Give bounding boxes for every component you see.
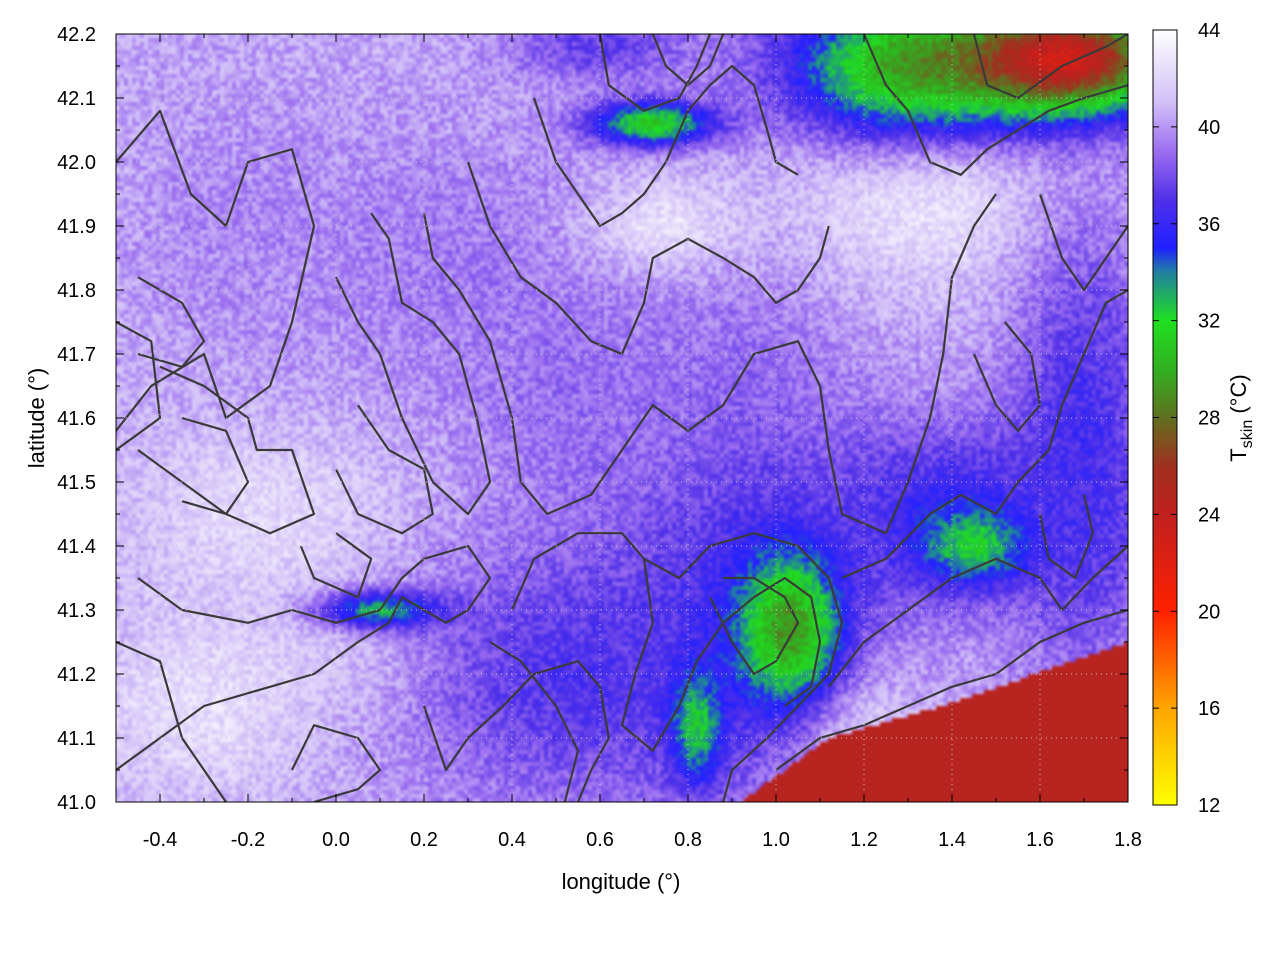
colorbar-tick-label: 36 <box>1198 214 1220 236</box>
x-tick-label: 0.8 <box>674 829 702 851</box>
x-axis-label: longitude (°) <box>562 869 681 894</box>
x-tick-label: 0.4 <box>498 829 526 851</box>
colorbar-ticks: 12 16 20 24 28 32 36 40 44 <box>1153 20 1220 817</box>
y-tick-label: 41.2 <box>57 664 96 686</box>
y-axis-ticks: 41.0 41.1 41.2 41.3 41.4 41.5 41.6 41.7 41.8 41.9… <box>57 24 1128 814</box>
y-tick-label: 41.4 <box>57 536 96 558</box>
contour-line <box>116 321 162 451</box>
x-tick-label: -0.2 <box>231 829 265 851</box>
x-tick-label: -0.4 <box>143 829 177 851</box>
contour-line <box>291 724 382 802</box>
x-tick-label: 1.4 <box>938 829 966 851</box>
contour-line <box>1038 193 1128 292</box>
x-tick-label: 1.2 <box>850 829 878 851</box>
y-tick-label: 41.9 <box>57 216 96 238</box>
y-tick-label: 41.7 <box>57 344 96 366</box>
y-tick-label: 41.6 <box>57 408 96 430</box>
x-tick-label: 0.0 <box>322 829 350 851</box>
y-tick-label: 41.1 <box>57 728 96 750</box>
contour-line <box>116 109 316 432</box>
contour-line <box>598 34 712 112</box>
contour-line <box>972 34 1128 100</box>
y-tick-label: 42.2 <box>57 24 96 46</box>
y-tick-label: 42.1 <box>57 88 96 110</box>
y-axis-label: latitude (°) <box>24 368 49 469</box>
colorbar-tick-label: 24 <box>1198 504 1220 526</box>
y-tick-label: 41.8 <box>57 280 96 302</box>
contour-line <box>335 212 492 516</box>
contour-line <box>532 64 799 228</box>
y-tick-label: 41.5 <box>57 472 96 494</box>
contour-line <box>775 608 1128 771</box>
contour-line <box>827 545 1128 688</box>
colorbar-tick-label: 16 <box>1198 698 1220 720</box>
contour-line <box>137 276 206 368</box>
colorbar-tick-label: 32 <box>1198 311 1220 333</box>
contour-line <box>709 576 800 676</box>
contour-line <box>335 404 434 535</box>
grid-lines <box>116 34 1128 802</box>
contour-line <box>1038 494 1094 580</box>
contour-line <box>299 532 373 599</box>
colorbar-label-sub: skin <box>1239 420 1256 448</box>
contour-line <box>651 34 725 87</box>
colorbar-label-main: T <box>1226 448 1251 461</box>
x-tick-label: 0.6 <box>586 829 614 851</box>
x-axis-ticks: -0.4 -0.2 0.0 0.2 0.4 0.6 0.8 1.0 1.2 1.4 1.6 1.8 <box>115 34 1142 851</box>
x-tick-label: 0.2 <box>410 829 438 851</box>
colorbar-tick-label: 44 <box>1198 20 1220 42</box>
colorbar-tick-label: 12 <box>1198 795 1220 817</box>
contour-line <box>972 321 1042 432</box>
contour-line <box>137 365 316 535</box>
contour-line <box>181 416 250 516</box>
colorbar-tick-label: 20 <box>1198 601 1220 623</box>
colorbar-label: Tskin (°C) <box>1226 374 1256 461</box>
contour-line <box>116 544 492 771</box>
contour-line <box>841 289 1128 580</box>
contour-line <box>422 193 997 535</box>
colorbar-tick-label: 40 <box>1198 117 1220 139</box>
colorbar-label-unit: (°C) <box>1226 374 1251 419</box>
y-tick-label: 41.0 <box>57 792 96 814</box>
x-tick-label: 1.6 <box>1026 829 1054 851</box>
y-tick-label: 41.3 <box>57 600 96 622</box>
y-tick-label: 42.0 <box>57 152 96 174</box>
colorbar-tick-label: 28 <box>1198 408 1220 430</box>
contour-line <box>466 161 830 356</box>
x-tick-label: 1.0 <box>762 829 790 851</box>
contour-line <box>489 641 580 802</box>
x-tick-label: 1.8 <box>1114 829 1142 851</box>
contour-line <box>620 558 822 752</box>
